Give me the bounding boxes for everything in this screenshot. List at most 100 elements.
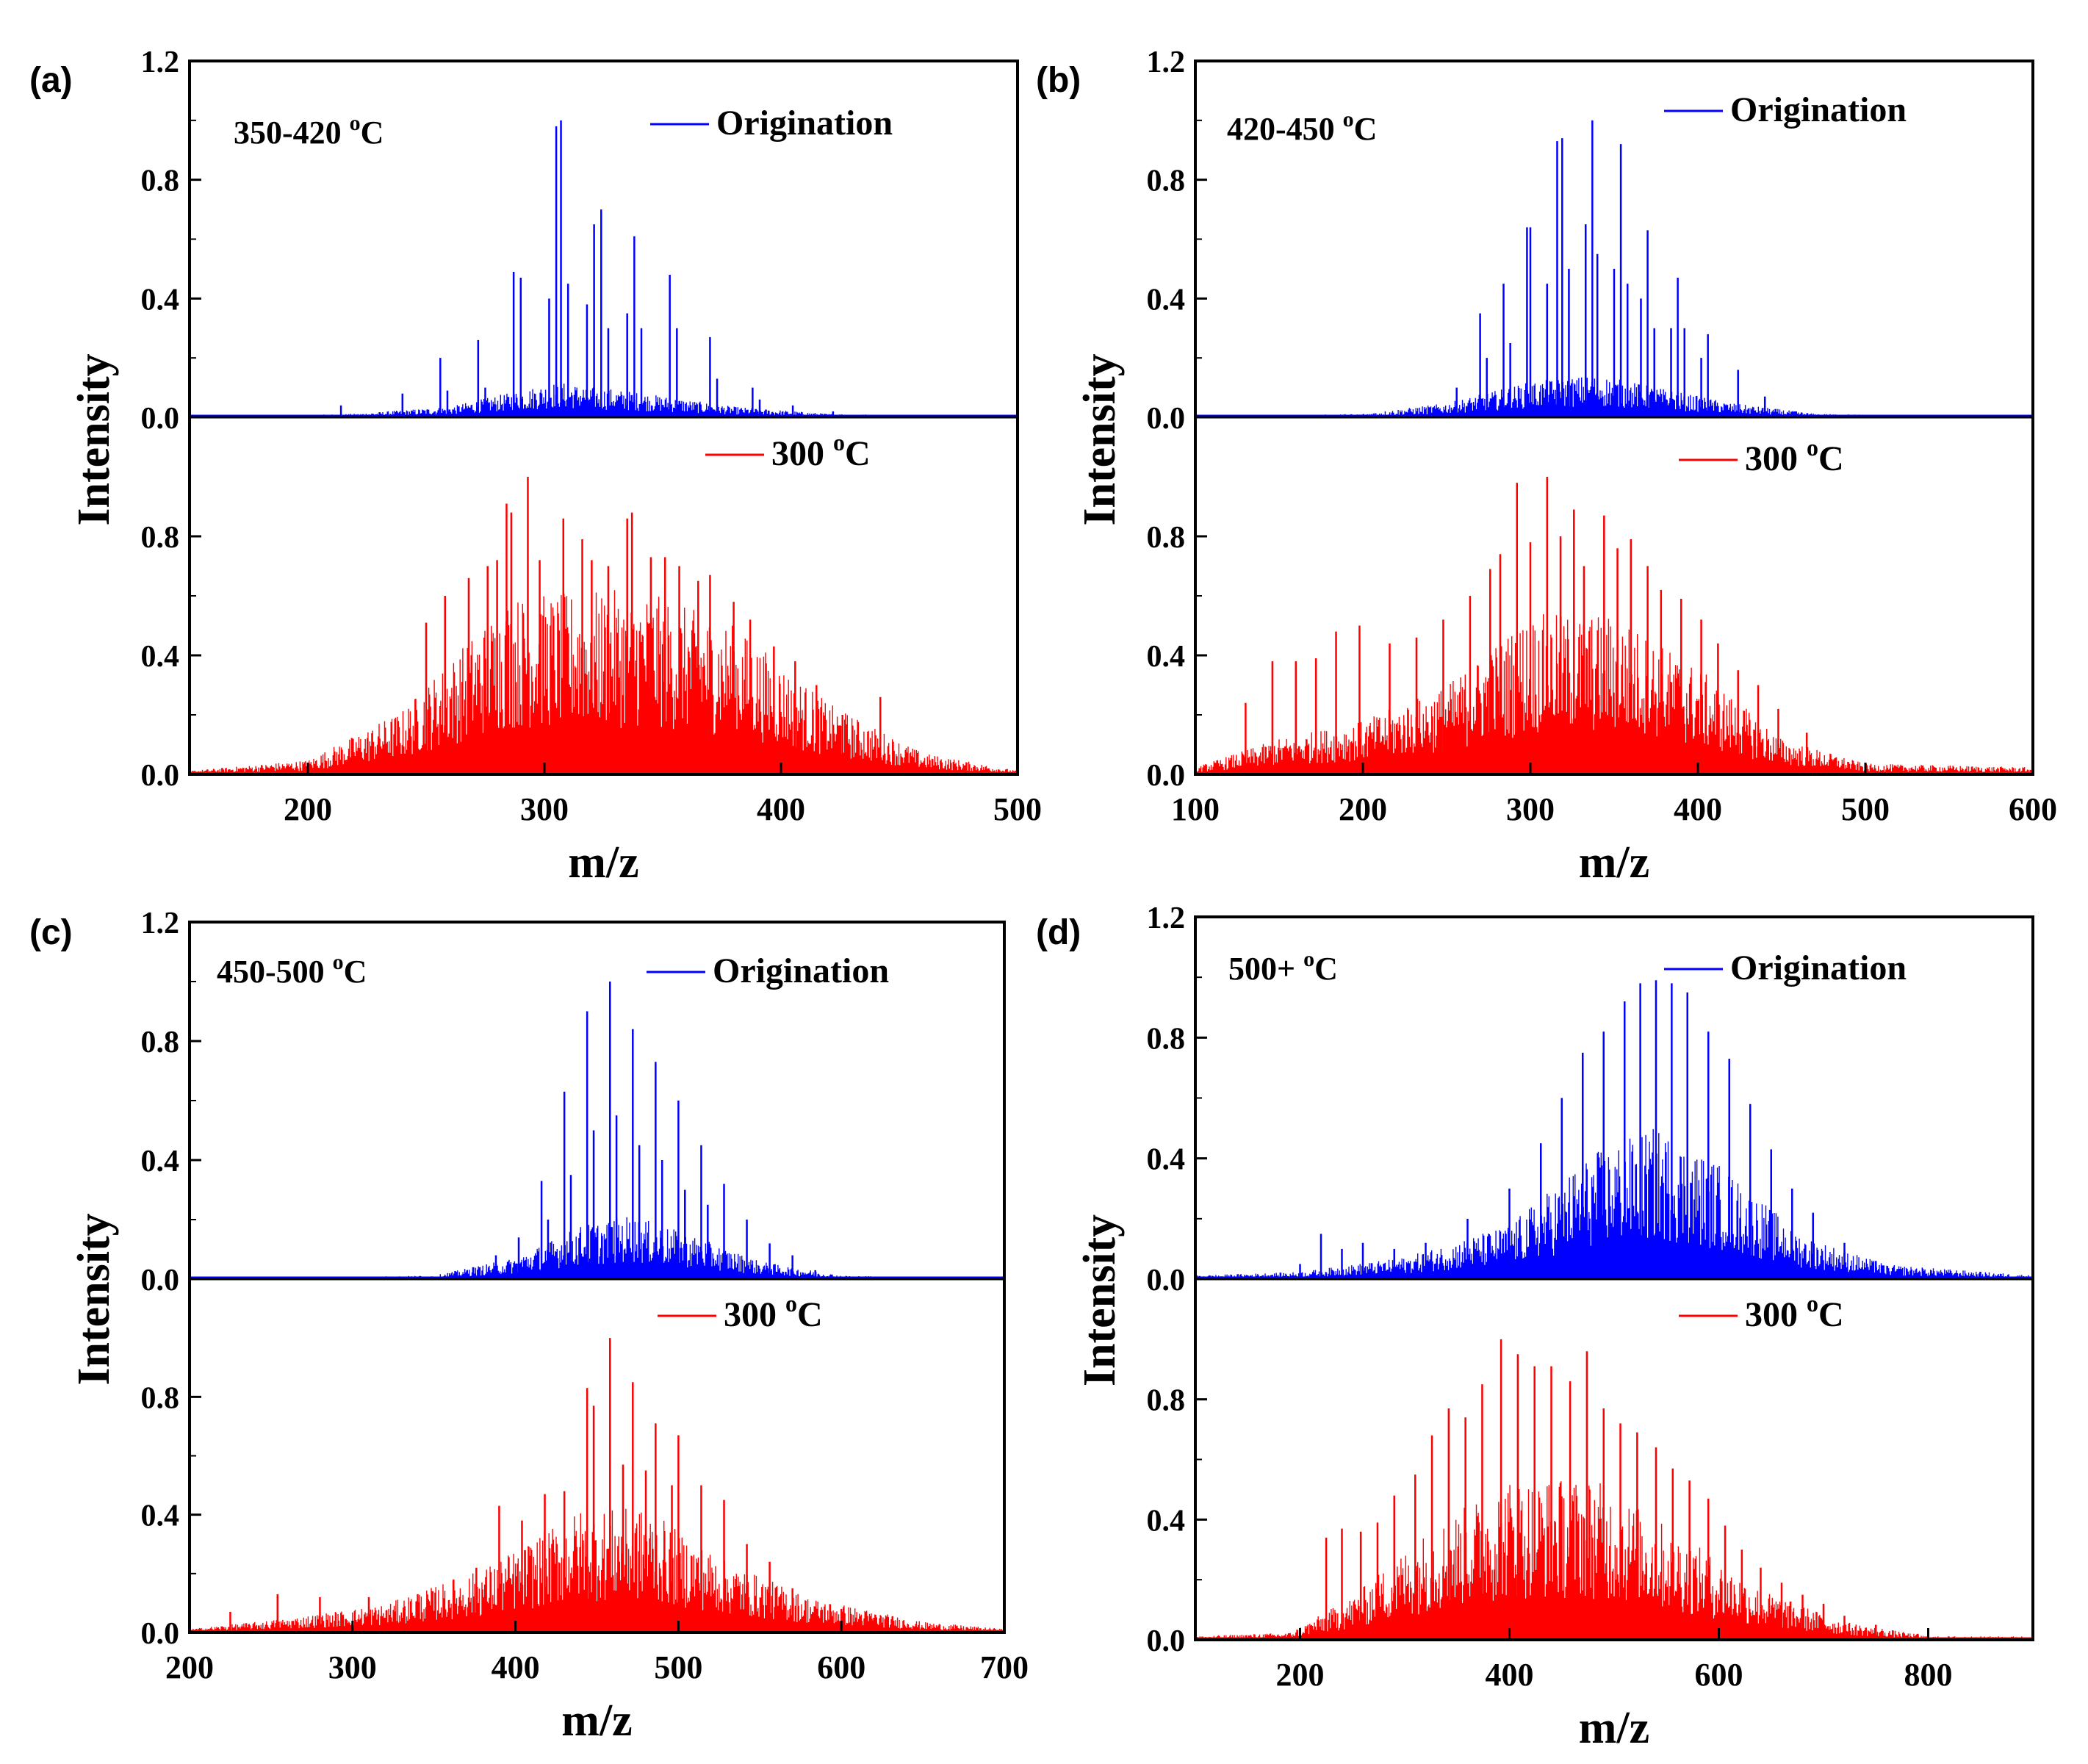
x-tick-label: 700: [980, 1649, 1029, 1685]
x-tick-label: 500: [1841, 791, 1890, 827]
y-axis-label: Intensity: [69, 1213, 119, 1385]
panel-a: (a) Origination 300 oC 350-420 oC 0.0 0.4 0.8 1…: [29, 46, 1042, 888]
series-origination: [1195, 980, 2033, 1279]
panel-label: (a): [29, 61, 73, 100]
x-tick-label: 300: [520, 791, 569, 827]
y-tick-label: 0.8: [141, 165, 180, 198]
y-axis-label: Intensity: [1075, 353, 1125, 525]
y-axis: 0.0 0.4 0.8 1.2 0.0 0.4 0.8: [1147, 46, 1207, 793]
legend-label: 300 oC: [1745, 434, 1844, 478]
y-tick-label: 0.0: [1147, 1624, 1186, 1658]
x-axis-label: m/z: [568, 838, 638, 888]
series-origination: [1195, 120, 2033, 417]
x-tick-label: 600: [1695, 1657, 1743, 1693]
legend-origination: Origination: [1664, 90, 1907, 129]
y-tick-label: 0.4: [1147, 1143, 1186, 1177]
x-tick-label: 600: [817, 1649, 865, 1685]
panel-label: (c): [29, 913, 73, 952]
temperature-label: 500+ oC: [1228, 947, 1338, 987]
x-tick-label: 500: [993, 791, 1042, 827]
spectrum-background: [189, 590, 1018, 774]
y-tick-label: 0.4: [141, 1145, 180, 1178]
temperature-label: 450-500 oC: [217, 950, 367, 990]
x-axis-label: m/z: [1579, 838, 1649, 888]
panel-b: (b) Origination 300 oC 420-450 oC 0.0 0.4 0.8 1…: [1036, 46, 2057, 888]
temperature-label: 420-450 oC: [1227, 107, 1377, 147]
legend-label: 300 oC: [724, 1290, 823, 1334]
legend-300C: 300 oC: [1679, 1290, 1844, 1334]
y-tick-label: 0.8: [141, 1026, 180, 1059]
x-tick-label: 200: [1276, 1657, 1325, 1693]
x-tick-label: 400: [1674, 791, 1722, 827]
x-tick-label: 200: [165, 1649, 214, 1685]
y-tick-label: 0.4: [1147, 283, 1186, 317]
y-tick-label: 1.2: [1147, 46, 1186, 79]
y-tick-label: 0.4: [141, 283, 180, 317]
y-tick-label: 0.4: [1147, 640, 1186, 674]
temperature-label: 350-420 oC: [234, 111, 384, 151]
spectrum-background: [1195, 1481, 2033, 1640]
legend-label: Origination: [713, 951, 889, 990]
legend-origination: Origination: [1664, 948, 1907, 987]
series-300C: [1195, 477, 2034, 774]
panel-label: (d): [1036, 913, 1081, 952]
x-axis: 200 400 600 800: [1276, 1628, 1953, 1693]
series-origination: [190, 120, 1018, 417]
x-tick-label: 600: [2009, 791, 2057, 827]
y-axis: 0.0 0.4 0.8 1.2 0.0 0.4 0.8: [141, 907, 201, 1651]
legend-300C: 300 oC: [705, 429, 871, 473]
y-tick-label: 0.0: [141, 1264, 180, 1297]
y-tick-label: 0.8: [1147, 1384, 1186, 1418]
x-axis: 200 300 400 500: [284, 763, 1042, 827]
series-300C: [1195, 1339, 2033, 1640]
legend-label: Origination: [1730, 90, 1907, 129]
y-axis-label: Intensity: [1075, 1214, 1125, 1386]
x-tick-label: 200: [1339, 791, 1387, 827]
spectrum-background: [231, 1217, 967, 1279]
legend-label: 300 oC: [1745, 1290, 1844, 1334]
panel-label: (b): [1036, 61, 1081, 100]
y-tick-label: 0.4: [141, 640, 180, 674]
y-tick-label: 1.2: [1147, 901, 1186, 935]
y-tick-label: 0.0: [1147, 402, 1186, 436]
x-tick-label: 400: [492, 1649, 540, 1685]
x-tick-label: 300: [328, 1649, 377, 1685]
plot-frame: [188, 921, 1006, 1634]
x-axis-label: m/z: [561, 1696, 632, 1746]
y-tick-label: 0.8: [1147, 521, 1186, 555]
x-tick-label: 100: [1171, 791, 1220, 827]
series-origination: [190, 982, 1004, 1279]
panel-c: (c) Origination 300 oC 450-500 oC 0.0 0.4 0.8 1…: [29, 907, 1029, 1746]
x-tick-label: 200: [284, 791, 332, 827]
legend-300C: 300 oC: [658, 1290, 823, 1334]
legend-origination: Origination: [650, 104, 893, 143]
legend-300C: 300 oC: [1679, 434, 1844, 478]
x-axis: 100 200 300 400 500 600: [1171, 763, 2057, 827]
x-tick-label: 800: [1904, 1657, 1953, 1693]
y-tick-label: 0.8: [1147, 1022, 1186, 1056]
legend-label: Origination: [716, 104, 893, 143]
y-tick-label: 0.4: [141, 1500, 180, 1533]
spectrum-background: [189, 1508, 1005, 1632]
spectrum-background: [1230, 377, 1994, 417]
y-tick-label: 0.8: [1147, 165, 1186, 198]
legend-label: 300 oC: [771, 429, 871, 473]
x-tick-label: 500: [654, 1649, 702, 1685]
y-tick-label: 1.2: [141, 907, 180, 940]
series-300C: [189, 477, 1018, 774]
legend-origination: Origination: [647, 951, 889, 990]
y-tick-label: 0.0: [1147, 1264, 1186, 1297]
y-tick-label: 0.8: [141, 1381, 180, 1415]
y-tick-label: 0.4: [1147, 1504, 1186, 1538]
y-axis: 0.0 0.4 0.8 1.2 0.0 0.4 0.8: [1147, 901, 1207, 1658]
y-tick-label: 1.2: [141, 46, 180, 79]
legend-label: Origination: [1730, 948, 1907, 987]
spectrum-background: [1195, 613, 2034, 774]
y-axis: 0.0 0.4 0.8 1.2 0.0 0.4 0.8: [141, 46, 201, 793]
y-tick-label: 0.0: [141, 1617, 180, 1651]
y-axis-label: Intensity: [69, 353, 119, 525]
series-300C: [189, 1338, 1005, 1632]
x-tick-label: 400: [757, 791, 805, 827]
